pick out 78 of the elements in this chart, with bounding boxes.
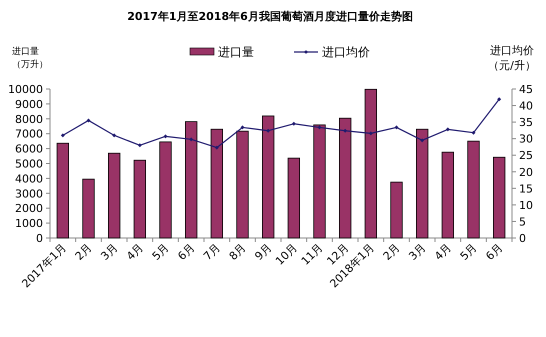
y-tick-label: 1000 [15,217,43,230]
x-tick-label: 5月 [458,240,480,263]
y-tick-label: 3000 [15,187,43,200]
bar [184,121,198,238]
point [343,128,348,133]
bar [364,88,378,238]
x-tick-label: 8月 [226,240,249,263]
point [164,134,168,138]
point [318,125,322,130]
point [266,128,270,133]
y2-tick-label: 10 [519,198,533,212]
point [240,125,244,130]
bar [134,160,146,238]
x-tick-label: 2月 [72,240,95,263]
y2-tick-label: 0 [519,232,526,245]
line-series [60,97,502,150]
y-axis-title: 进口量（万升） [12,46,48,70]
x-tick-label: 3月 [406,240,428,263]
y2-tick-label: 40 [519,100,533,113]
point [292,122,296,126]
bar [492,156,506,238]
bar [416,128,428,238]
bar [442,152,454,238]
x-tick-label: 5月 [150,240,172,263]
y-tick-label: 4000 [15,172,43,186]
chart-title: 2017年1月至2018年6月我国葡萄酒月度进口量价走势图 [127,10,413,23]
bar [210,128,224,238]
bar [236,130,249,238]
point [472,130,476,135]
bar [82,178,95,238]
x-tick-label: 6月 [175,240,198,263]
bar [467,140,480,238]
y-tick-label: 10000 [8,83,43,96]
x-tick-label: 7月 [201,240,223,263]
point [138,143,142,148]
point [86,118,90,122]
legend-label: 进口量 [218,45,254,59]
x-tick-label: 4月 [124,240,146,263]
y-tick-label: 0 [36,232,43,245]
y-tick-label: 8000 [15,112,43,126]
y-tick-label: 5000 [15,158,43,170]
point [214,146,219,150]
bar [313,124,326,238]
legend-label: 进口均价 [322,45,370,59]
point [189,137,194,142]
y2-tick-label: 45 [519,83,533,96]
y2-tick-label: 20 [519,166,533,179]
y-tick-label: 7000 [15,128,43,141]
x-tick-label: 3月 [98,240,120,263]
x-tick-label: 11月 [298,240,326,268]
bar [338,118,352,238]
y2-tick-label: 30 [519,132,533,146]
x-tick-label: 10月 [273,240,300,268]
point [112,133,116,138]
point [394,125,398,130]
point [60,133,65,138]
y-tick-label: 6000 [15,142,43,156]
bar [159,141,172,238]
y2-tick-label: 35 [519,116,533,130]
y2-tick-label: 15 [519,182,533,196]
bar [262,116,274,238]
x-tick-label: 6月 [483,240,506,263]
point [368,131,373,136]
x-tick-label: 2月 [380,240,403,263]
point [497,97,502,102]
point [446,127,450,132]
y-tick-label: 2000 [15,202,43,216]
y-tick-label: 9000 [15,98,43,111]
bar [56,142,70,238]
point [420,138,424,142]
bar [390,182,403,238]
x-tick-label: 9月 [252,240,274,263]
y2-tick-label: 25 [519,149,533,162]
y2-tick-label: 5 [519,215,526,228]
y2-axis-title: 进口均价（元/升） [488,44,536,72]
bar [288,158,300,238]
x-tick-label: 4月 [432,240,454,263]
bar [108,152,120,238]
